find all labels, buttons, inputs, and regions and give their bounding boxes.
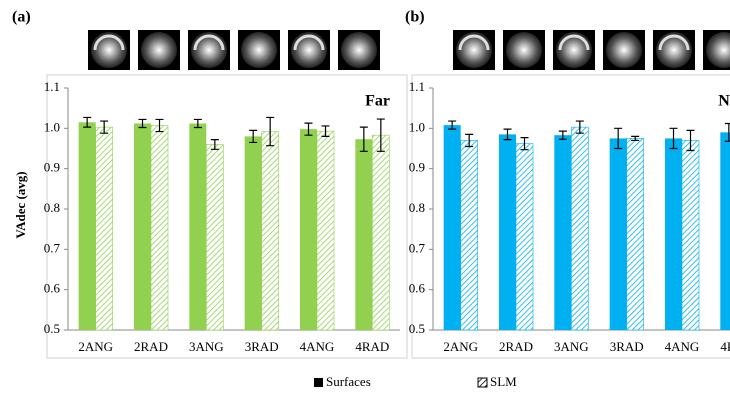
thumbnail-disc: [606, 32, 642, 68]
y-tick-label: 0.7: [44, 240, 61, 255]
bar: [189, 123, 206, 330]
bar: [372, 135, 389, 330]
x-tick-label: 3RAD: [245, 339, 279, 354]
y-tick-label: 0.6: [44, 281, 61, 296]
bar: [461, 140, 478, 330]
thumbnail-disc: [341, 32, 377, 68]
bar: [317, 131, 334, 330]
y-tick-label: 1.1: [44, 79, 60, 94]
x-tick-label: 2ANG: [443, 339, 478, 354]
x-tick-label: 4RAD: [720, 339, 730, 354]
bar: [245, 136, 262, 330]
legend-label: SLM: [490, 374, 517, 389]
x-tick-label: 3RAD: [610, 339, 644, 354]
y-tick-label: 0.5: [44, 321, 60, 336]
y-tick-label: 0.9: [44, 160, 60, 175]
bar: [262, 132, 279, 330]
bar: [499, 134, 516, 330]
legend-label: Surfaces: [326, 374, 371, 389]
bar: [206, 144, 223, 330]
thumbnail-disc: [141, 32, 177, 68]
x-tick-label: 3ANG: [554, 339, 589, 354]
bar: [300, 129, 317, 330]
bar: [134, 123, 151, 330]
legend-swatch: [478, 378, 487, 387]
bar: [79, 122, 96, 330]
panel-label: (a): [12, 9, 31, 26]
x-tick-label: 4ANG: [665, 339, 700, 354]
x-tick-label: 2ANG: [78, 339, 113, 354]
x-tick-label: 2RAD: [134, 339, 168, 354]
bar: [682, 140, 699, 330]
y-tick-label: 1.0: [44, 119, 60, 134]
bar: [444, 125, 461, 330]
bar: [627, 138, 644, 330]
y-tick-label: 0.8: [409, 200, 425, 215]
bar: [355, 139, 372, 330]
y-axis-label: VAdec (avg): [13, 171, 28, 238]
bar: [516, 144, 533, 330]
y-tick-label: 0.5: [409, 321, 425, 336]
bar: [554, 135, 571, 330]
figure: Surfaces SLM (a) Far VAdec (avg) 0.5 0.6 0.7 0…: [0, 0, 730, 398]
y-tick-label: 1.0: [409, 119, 425, 134]
x-tick-label: 2RAD: [499, 339, 533, 354]
x-tick-label: 3ANG: [189, 339, 224, 354]
thumbnail-disc: [506, 32, 542, 68]
y-tick-label: 0.8: [44, 200, 60, 215]
annotation: Far: [365, 93, 390, 110]
y-tick-label: 0.7: [409, 240, 426, 255]
bar: [151, 126, 168, 330]
y-tick-label: 1.1: [409, 79, 425, 94]
bar: [571, 127, 588, 330]
y-tick-label: 0.9: [409, 160, 425, 175]
bar: [610, 138, 627, 330]
page: Surfaces SLM (a) Far VAdec (avg) 0.5 0.6 0.7 0…: [0, 0, 730, 398]
legend: Surfaces SLM: [314, 374, 517, 389]
x-tick-label: 4ANG: [300, 339, 335, 354]
bar: [96, 127, 113, 330]
annotation: Near: [718, 93, 730, 110]
x-tick-label: 4RAD: [355, 339, 389, 354]
legend-swatch: [314, 378, 323, 387]
thumbnail-disc: [241, 32, 277, 68]
y-tick-label: 0.6: [409, 281, 426, 296]
bar: [720, 132, 730, 330]
bar: [665, 138, 682, 330]
panel-label: (b): [405, 9, 425, 26]
